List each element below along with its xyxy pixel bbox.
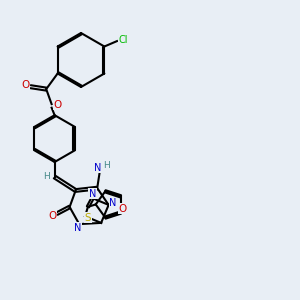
- Text: Cl: Cl: [119, 34, 128, 45]
- Text: H: H: [43, 172, 50, 181]
- Text: N: N: [89, 189, 96, 199]
- Text: O: O: [21, 80, 29, 90]
- Text: H: H: [103, 160, 110, 169]
- Text: S: S: [85, 213, 92, 223]
- Text: O: O: [48, 211, 56, 221]
- Text: N: N: [94, 163, 102, 173]
- Text: N: N: [109, 198, 116, 208]
- Text: O: O: [118, 204, 126, 214]
- Text: N: N: [74, 223, 81, 233]
- Text: O: O: [53, 100, 62, 110]
